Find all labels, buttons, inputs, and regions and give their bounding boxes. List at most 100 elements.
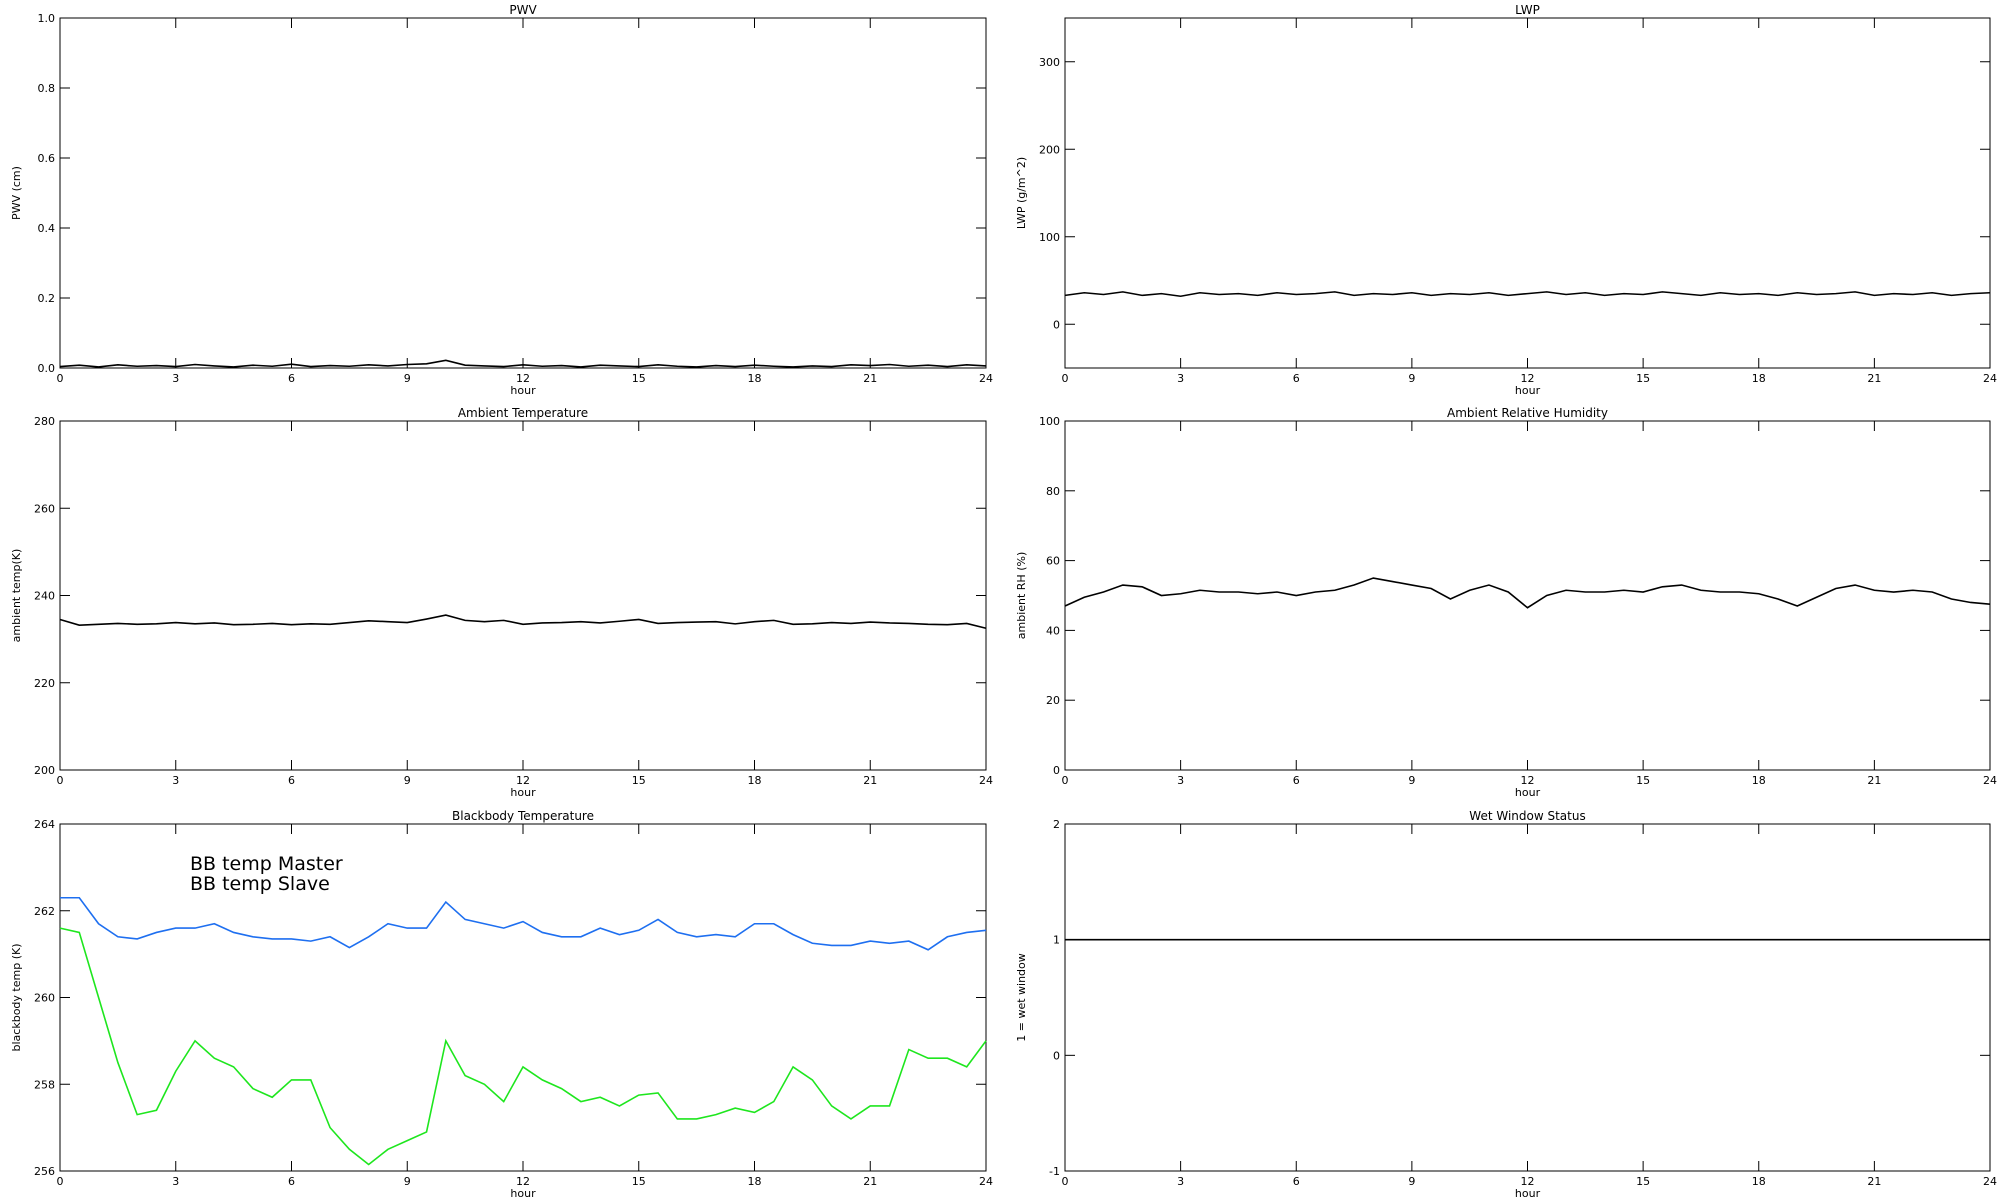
y-tick-label: 260 [34,992,55,1005]
x-tick-label: 9 [404,774,411,787]
y-tick-label: 200 [1039,143,1060,156]
data-line [60,896,987,951]
x-tick-label: 15 [1636,372,1650,385]
y-tick-label: 0.0 [38,362,56,375]
x-tick-label: 24 [1983,774,1997,787]
x-tick-label: 9 [1408,1175,1415,1188]
y-axis-label: blackbody temp (K) [10,944,23,1052]
x-axis-label: hour [1515,1187,1541,1200]
y-tick-label: -1 [1049,1165,1060,1178]
x-tick-label: 3 [172,774,179,787]
x-tick-label: 0 [1062,774,1069,787]
x-tick-label: 3 [1177,774,1184,787]
data-line [1064,291,1991,298]
chart-title: Ambient Temperature [458,406,588,420]
y-tick-label: 1.0 [38,12,56,25]
x-tick-label: 9 [404,1175,411,1188]
y-axis-label: LWP (g/m^2) [1015,157,1028,229]
panel: Ambient Temperature 0 3 6 9 12 15 18 21 24 hour 200… [10,406,993,799]
y-tick-label: 258 [34,1078,55,1091]
legend-label: BB temp Master [190,853,343,875]
x-tick-label: 12 [516,372,530,385]
y-tick-label: 0 [1053,764,1060,777]
y-tick-label: 0.6 [38,152,56,165]
y-axis-label: 1 = wet window [1015,953,1028,1042]
x-tick-label: 18 [748,1175,762,1188]
x-tick-label: 6 [1293,1175,1300,1188]
x-tick-label: 18 [748,372,762,385]
x-axis-label: hour [510,786,536,799]
y-tick-label: 0.4 [38,222,56,235]
chart-title: Ambient Relative Humidity [1447,406,1608,420]
x-tick-label: 12 [1521,774,1535,787]
x-tick-label: 21 [863,774,877,787]
x-axis-label: hour [510,1187,536,1200]
y-tick-label: 300 [1039,56,1060,69]
x-tick-label: 18 [748,774,762,787]
y-tick-label: 100 [1039,231,1060,244]
y-tick-label: 40 [1046,624,1060,637]
panel: PWV 0 3 6 9 12 15 18 21 24 hour 0.0 0.2 0.4 0.6 0.8 1.0 P… [10,3,993,397]
x-tick-label: 6 [288,774,295,787]
legend-label: BB temp Slave [190,873,330,895]
x-tick-label: 24 [979,1175,993,1188]
y-tick-label: 0.2 [38,292,56,305]
x-axis-label: hour [510,384,536,397]
y-tick-label: 0 [1053,318,1060,331]
chart-title: PWV [509,3,537,17]
x-tick-label: 15 [1636,1175,1650,1188]
x-tick-label: 12 [1521,372,1535,385]
x-tick-label: 9 [1408,372,1415,385]
x-tick-label: 15 [1636,774,1650,787]
chart-title: Wet Window Status [1469,809,1585,823]
y-tick-label: 220 [34,677,55,690]
x-tick-label: 18 [1752,774,1766,787]
panel: LWP 0 3 6 9 12 15 18 21 24 hour 0 100 200 300 LWP (g/m^… [1015,3,1997,397]
y-tick-label: 280 [34,415,55,428]
x-tick-label: 15 [632,774,646,787]
x-tick-label: 24 [1983,1175,1997,1188]
x-tick-label: 18 [1752,1175,1766,1188]
data-line [59,359,987,368]
x-axis-label: hour [1515,786,1541,799]
x-tick-label: 0 [57,774,64,787]
x-tick-label: 3 [172,372,179,385]
x-tick-label: 24 [1983,372,1997,385]
y-tick-label: 1 [1053,934,1060,947]
x-tick-label: 3 [1177,372,1184,385]
y-tick-label: 20 [1046,694,1060,707]
y-tick-label: 0.8 [38,82,56,95]
x-tick-label: 21 [863,372,877,385]
x-tick-label: 15 [632,372,646,385]
x-tick-label: 15 [632,1175,646,1188]
y-axis-label: PWV (cm) [10,166,23,220]
x-tick-label: 24 [979,372,993,385]
x-tick-label: 9 [404,372,411,385]
y-tick-label: 100 [1039,415,1060,428]
x-tick-label: 21 [863,1175,877,1188]
plot-frame [1064,420,1991,771]
x-axis-label: hour [1515,384,1541,397]
x-tick-label: 21 [1867,774,1881,787]
x-tick-label: 12 [516,774,530,787]
plot-frame [1064,17,1991,369]
plot-frame [1064,823,1991,1172]
y-tick-label: 0 [1053,1049,1060,1062]
y-tick-label: 240 [34,590,55,603]
data-line [1064,577,1991,609]
y-axis-label: ambient temp(K) [10,549,23,643]
x-tick-label: 24 [979,774,993,787]
panel: Blackbody Temperature 0 3 6 9 12 15 18 21 24 hour 2… [10,809,993,1200]
y-tick-label: 80 [1046,485,1060,498]
data-line [59,614,987,629]
y-tick-label: 262 [34,905,55,918]
x-tick-label: 9 [1408,774,1415,787]
chart-title: Blackbody Temperature [452,809,594,823]
y-tick-label: 200 [34,764,55,777]
panel: Ambient Relative Humidity 0 3 6 9 12 15 18 21 24 h… [1015,406,1997,799]
x-tick-label: 6 [1293,774,1300,787]
plot-frame [59,17,987,369]
x-tick-label: 6 [1293,372,1300,385]
